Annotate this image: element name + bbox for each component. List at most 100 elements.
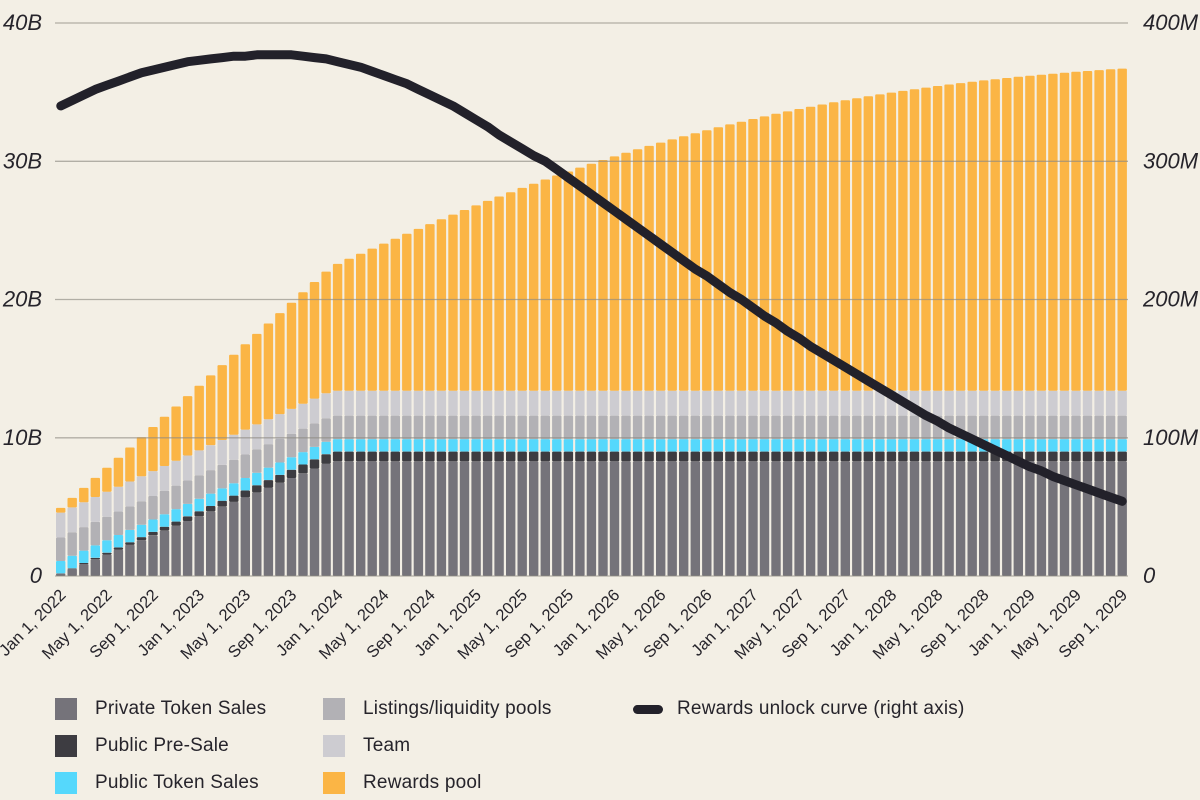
bar-segment-0[interactable] [736,461,747,576]
bar-segment-2[interactable] [563,439,574,452]
bar-segment-2[interactable] [1025,439,1035,452]
bar-segment-0[interactable] [1105,461,1116,576]
legend-item-rewards-pool[interactable]: Rewards pool [323,772,552,794]
bar-segment-4[interactable] [79,502,89,528]
bar-segment-2[interactable] [1117,439,1127,452]
bar-segment-5[interactable] [344,258,354,391]
bar-segment-3[interactable] [390,415,400,440]
bar-segment-4[interactable] [1036,390,1047,416]
bar-segment-3[interactable] [563,415,574,440]
bar-segment-3[interactable] [979,415,989,440]
bar-segment-4[interactable] [240,429,250,455]
bar-segment-2[interactable] [263,467,274,480]
bar-segment-0[interactable] [344,461,354,576]
bar-segment-0[interactable] [79,564,89,576]
bar-segment-0[interactable] [702,461,712,576]
bar-segment-1[interactable] [713,451,723,462]
bar-segment-4[interactable] [771,390,781,416]
bar-segment-2[interactable] [206,493,216,506]
bar-segment-3[interactable] [471,415,481,440]
bar-segment-1[interactable] [240,490,250,498]
bar-segment-0[interactable] [1059,461,1070,576]
bar-segment-3[interactable] [552,415,562,440]
bar-segment-1[interactable] [771,451,781,462]
bar-segment-3[interactable] [540,415,550,440]
bar-segment-2[interactable] [1002,439,1012,452]
bar-segment-0[interactable] [471,461,481,576]
bar-segment-4[interactable] [286,408,297,434]
bar-segment-5[interactable] [748,119,758,391]
bar-segment-3[interactable] [344,415,354,440]
bar-segment-5[interactable] [840,100,850,391]
bar-segment-3[interactable] [517,415,527,440]
bar-segment-3[interactable] [771,415,781,440]
bar-segment-4[interactable] [125,481,135,507]
bar-segment-1[interactable] [794,451,804,462]
bar-segment-0[interactable] [448,461,458,576]
bar-segment-1[interactable] [494,451,504,462]
bar-segment-5[interactable] [159,416,170,466]
bar-segment-2[interactable] [759,439,770,452]
bar-segment-2[interactable] [713,439,723,452]
bar-segment-1[interactable] [667,451,677,462]
bar-segment-0[interactable] [517,461,527,576]
bar-segment-1[interactable] [182,516,193,521]
bar-segment-3[interactable] [713,415,723,440]
bar-segment-5[interactable] [402,233,412,391]
bar-segment-1[interactable] [148,531,158,536]
bar-segment-4[interactable] [1071,390,1081,416]
bar-segment-4[interactable] [494,390,504,416]
bar-segment-2[interactable] [644,439,654,452]
bar-segment-4[interactable] [275,414,285,439]
bar-segment-2[interactable] [621,439,631,452]
bar-segment-5[interactable] [1117,68,1127,391]
bar-segment-1[interactable] [367,451,377,462]
bar-segment-2[interactable] [367,439,377,452]
bar-segment-2[interactable] [1105,439,1116,452]
bar-segment-3[interactable] [632,415,643,440]
bar-segment-0[interactable] [286,478,297,576]
bar-segment-0[interactable] [944,461,954,576]
bar-segment-5[interactable] [252,333,262,425]
bar-segment-3[interactable] [621,415,631,440]
bar-segment-3[interactable] [79,527,89,551]
bar-segment-5[interactable] [217,365,227,440]
bar-segment-3[interactable] [782,415,793,440]
bar-segment-5[interactable] [298,292,308,404]
bar-segment-5[interactable] [1071,71,1081,391]
bar-segment-5[interactable] [644,145,654,391]
bar-segment-3[interactable] [840,415,850,440]
legend-item-public-pre-sale[interactable]: Public Pre-Sale [55,735,266,757]
bar-segment-4[interactable] [829,390,839,416]
bar-segment-1[interactable] [252,485,262,493]
legend-item-public-token-sales[interactable]: Public Token Sales [55,772,266,794]
bar-segment-5[interactable] [494,196,504,391]
bar-segment-0[interactable] [782,461,793,576]
bar-segment-4[interactable] [1082,390,1093,416]
bar-segment-5[interactable] [540,179,550,391]
bar-segment-4[interactable] [1002,390,1012,416]
bar-segment-4[interactable] [390,390,400,416]
bar-segment-0[interactable] [494,461,504,576]
bar-segment-3[interactable] [794,415,804,440]
bar-segment-0[interactable] [263,487,274,577]
bar-segment-2[interactable] [955,439,966,452]
bar-segment-0[interactable] [298,473,308,576]
bar-segment-3[interactable] [263,444,274,468]
bar-segment-3[interactable] [182,480,193,504]
bar-segment-0[interactable] [482,461,493,576]
bar-segment-1[interactable] [356,451,366,462]
bar-segment-1[interactable] [425,451,435,462]
bar-segment-5[interactable] [817,104,827,391]
bar-segment-0[interactable] [794,461,804,576]
bar-segment-1[interactable] [136,537,147,541]
bar-segment-1[interactable] [886,451,897,462]
bar-segment-5[interactable] [875,94,885,391]
bar-segment-1[interactable] [113,547,124,550]
bar-segment-0[interactable] [990,461,1000,576]
bar-segment-0[interactable] [125,544,135,576]
bar-segment-4[interactable] [852,390,862,416]
bar-segment-0[interactable] [252,492,262,576]
bar-segment-1[interactable] [679,451,689,462]
legend-item-listings-liquidity-pools[interactable]: Listings/liquidity pools [323,698,552,720]
